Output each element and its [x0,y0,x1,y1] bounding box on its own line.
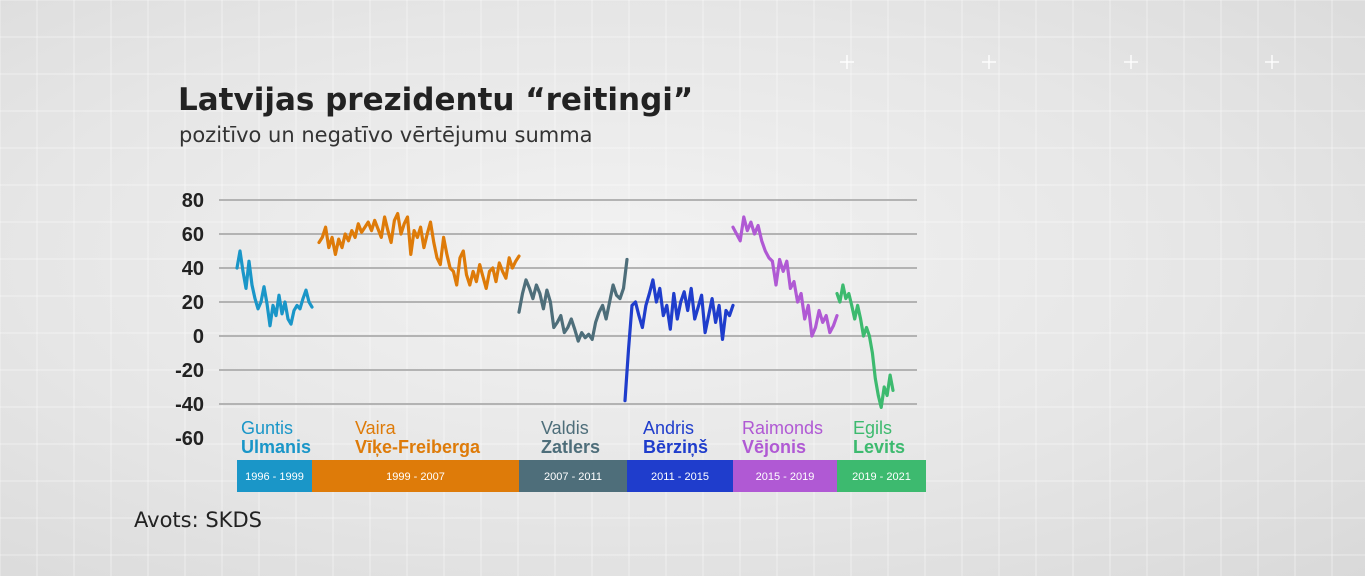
period-label: 2015 - 2019 [756,471,815,483]
series-first-name: Vaira [355,418,397,438]
series-first-name: Guntis [241,418,293,438]
series-last-name: Vīķe-Freiberga [355,437,481,457]
series-first-name: Raimonds [742,418,823,438]
source-note: Avots: SKDS [134,508,262,532]
period-label: 2007 - 2011 [544,471,602,483]
period-label: 2011 - 2015 [651,471,709,483]
series-first-name: Valdis [541,418,589,438]
series-last-name: Bērziņš [643,437,708,457]
period-band [627,460,733,492]
period-label: 2019 - 2021 [852,471,911,483]
series-last-name: Ulmanis [241,437,311,457]
series-first-name: Egils [853,418,892,438]
series-first-name: Andris [643,418,694,438]
period-band [733,460,837,492]
series-line-ulmanis [235,249,314,328]
y-tick-label: 0 [193,326,204,348]
y-tick-label: -60 [175,428,204,450]
period-label: 1996 - 1999 [245,471,304,483]
series-line-brzi [623,278,735,403]
y-tick-label: 60 [182,224,204,246]
series-line-zatlers [517,257,629,343]
y-tick-label: 80 [182,190,204,212]
y-tick-label: -40 [175,394,204,416]
series-line-vefreiberga [317,212,521,290]
chart-title: Latvijas prezidentu “reitingi” [178,82,694,118]
y-tick-label: -20 [175,360,204,382]
y-tick-label: 20 [182,292,204,314]
period-band [237,460,312,492]
series-last-name: Zatlers [541,437,600,457]
series-line-vjonis [731,215,839,338]
series-line-levits [835,283,895,409]
period-band [837,460,926,492]
series-last-name: Vējonis [742,437,806,457]
period-label: 1999 - 2007 [386,471,445,483]
series-last-name: Levits [853,437,905,457]
y-tick-label: 40 [182,258,204,280]
period-band [519,460,627,492]
chart-subtitle: pozitīvo un negatīvo vērtējumu summa [179,123,593,147]
period-band [312,460,519,492]
